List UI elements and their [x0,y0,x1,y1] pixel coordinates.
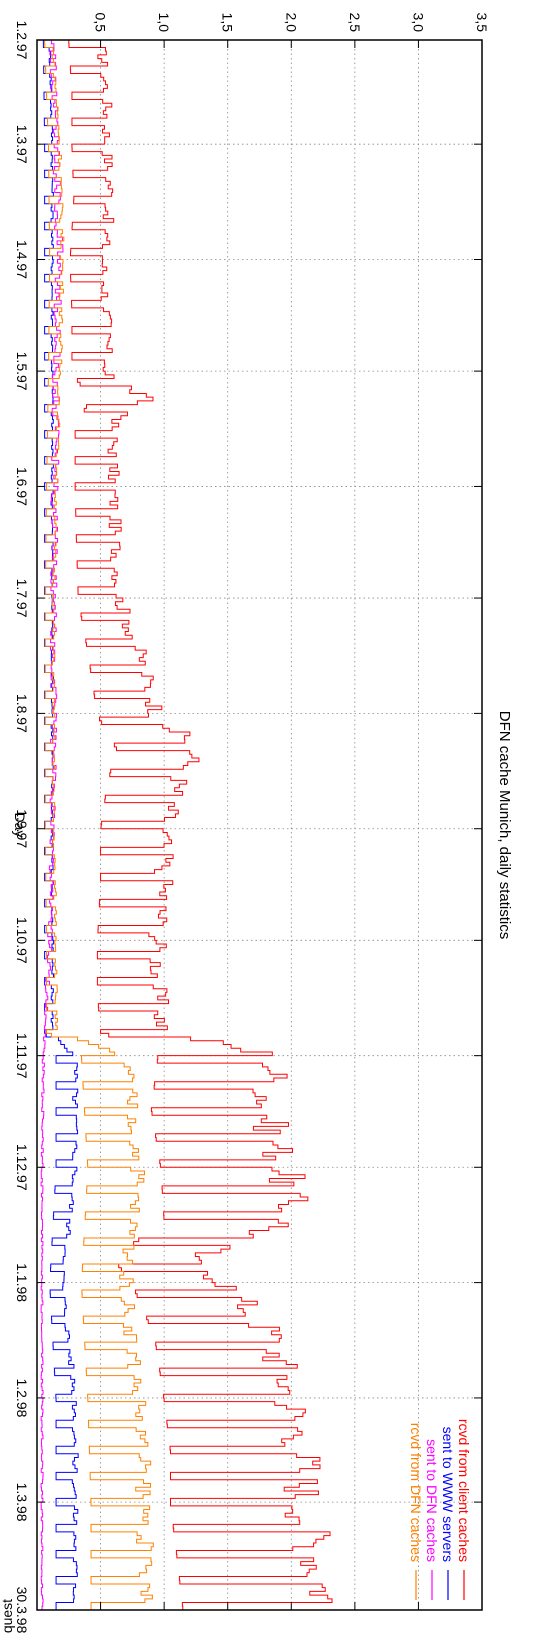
plot-area: 1.2.97 1.3.97 1.4.97 1.5.97 1.6.97 1.7.97 1.8.… [0,13,513,1634]
x-tick-label: 1.1.98 [14,1263,30,1302]
y-tick-label: 2,5 [347,13,363,33]
series-line-0 [68,40,333,1611]
legend-label-2: sent to DFN caches [424,1439,440,1562]
legend-label-1: sent to WWW servers [440,1427,456,1562]
y-tick-label: 1,0 [156,13,172,33]
x-tick-label: 1.7.97 [14,579,30,618]
plot-frame [36,39,483,1611]
y-tick-label: 3,0 [410,13,426,33]
x-axis-label: Day [12,813,28,838]
legend-label-3: rcvd from DFN caches [408,1423,424,1562]
y-tick-label: 2,0 [283,13,299,33]
x-tick-label: 30.3.98 [14,1587,30,1634]
x-tick-label: 1.11.97 [14,1033,30,1079]
y-tick-label: 0,5 [93,13,109,33]
x-tick-label: 1.8.97 [14,694,30,733]
x-tick-label: 1.2.98 [14,1378,30,1417]
series-line-3 [44,40,154,1611]
x-tick-label: 1.4.97 [14,240,30,279]
chart-title: DFN cache Munich, daily statistics [496,711,513,939]
x-tick-label: 1.5.97 [14,352,30,391]
grid [37,40,482,1610]
x-tick-label: 1.3.98 [14,1483,30,1522]
x-tick-label: 1.12.97 [14,1144,30,1191]
x-tick-label: 1.3.97 [14,125,30,164]
series-layer [40,40,333,1611]
x-tick-label: 1.10.97 [14,917,30,964]
x-tick-label: 1.6.97 [14,467,30,506]
y-tick-label: 3,5 [474,13,490,33]
y-tick-label: 1,5 [220,13,236,33]
series-line-2 [40,40,64,1611]
x-tick-label: 1.2.97 [14,21,30,60]
y-axis-label: Request [0,1599,15,1634]
legend-label-0: rcvd from client caches [456,1419,472,1562]
x-axis-ticks: 1.2.97 1.3.97 1.4.97 1.5.97 1.6.97 1.7.97 1.8.… [14,21,482,1634]
x-tick-label: 1.9.97 [14,809,30,848]
y-axis-ticks: 0,5 1,0 1,5 2,0 2,5 3,0 3,5 [93,13,490,1610]
